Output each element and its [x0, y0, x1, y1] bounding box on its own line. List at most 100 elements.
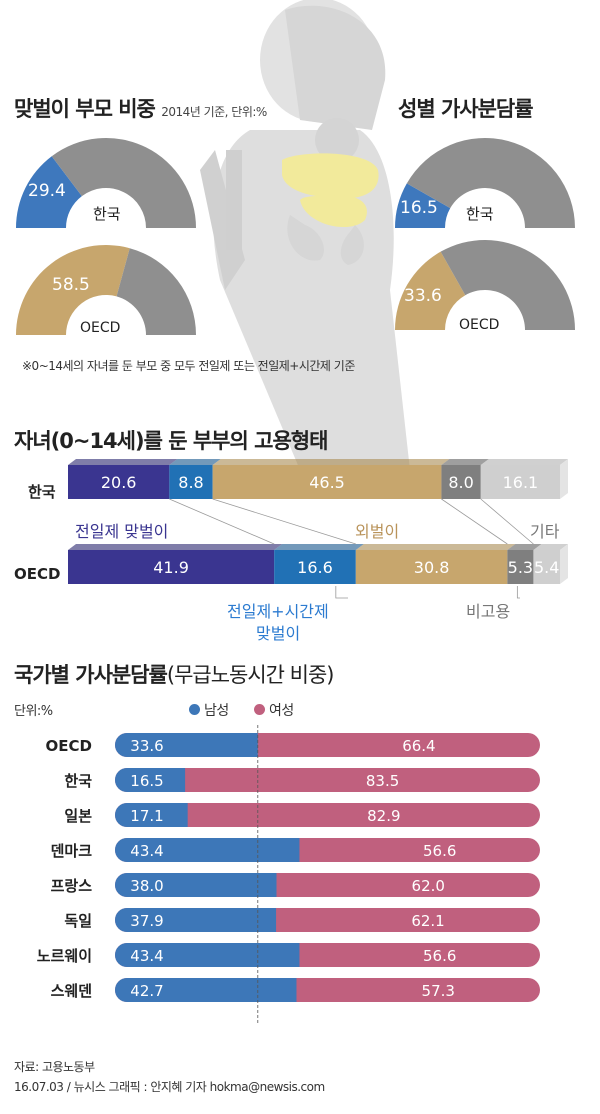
legend-single-earner: 외벌이: [355, 522, 400, 541]
gauge-dual-income-korea-rest-arc: [51, 138, 196, 228]
country-bar-1-male: [115, 768, 186, 792]
country-bar-2-male: [115, 803, 188, 827]
gauge-dual-income-oecd-value-arc: [16, 245, 130, 335]
row-label-oecd: OECD: [14, 565, 61, 583]
country-bar-6-male-value: 43.4: [130, 947, 163, 965]
section1-footnote: ※0~14세의 자녀를 둔 부모 중 모두 전일제 또는 전일제+시간제 기준: [22, 359, 355, 373]
parttime-pointer: [335, 586, 348, 599]
employment-bar-0-segment-2: [212, 465, 442, 499]
section1-title-text: 맞벌이 부모 비중: [14, 97, 156, 121]
country-bar-7-female-value: 57.3: [422, 982, 455, 1000]
country-bar-1-male-value: 16.5: [130, 772, 163, 790]
legend-other: 기타: [530, 522, 560, 541]
employment-bar-0-label-0: 20.6: [101, 473, 137, 492]
gauge-housework-korea-label: 한국: [466, 205, 494, 223]
employment-bar-0-segment-4-top: [480, 459, 568, 465]
country-bar-0-male-value: 33.6: [130, 737, 163, 755]
employment-bar-0-side: [560, 459, 568, 499]
legend-female-label: 여성: [269, 703, 294, 719]
legend-male-label: 남성: [204, 703, 229, 719]
country-bar-6-male: [115, 943, 300, 967]
employment-connector-1: [169, 498, 275, 545]
country-bar-5-male: [115, 908, 277, 932]
employment-bar-0-segment-4: [480, 465, 560, 499]
legend-female-dot: [254, 704, 265, 715]
country-bar-7-male-value: 42.7: [130, 982, 163, 1000]
employment-bar-1-segment-2: [355, 550, 508, 584]
gauge-housework-korea-value-arc: [395, 183, 451, 228]
country-bar-7-male: [115, 978, 297, 1002]
country-label-6: 노르웨이: [37, 947, 92, 965]
section4-unit: 단위:%: [14, 704, 53, 719]
employment-bar-1-side: [560, 544, 568, 584]
source-line1: 자료: 고용노동부: [14, 1060, 95, 1074]
employment-bar-1-label-4: 5.4: [534, 558, 559, 577]
country-label-5: 독일: [64, 912, 92, 930]
employment-bar-1-segment-4: [533, 550, 560, 584]
country-bar-3-male: [115, 838, 300, 862]
gauge-dual-income-korea-label: 한국: [93, 205, 121, 223]
legend-male-dot: [189, 704, 200, 715]
employment-bar-1-segment-1: [274, 550, 356, 584]
country-bar-3-female-value: 56.6: [423, 842, 456, 860]
country-label-4: 프랑스: [51, 877, 93, 895]
employment-connector-4: [480, 498, 534, 545]
employment-bar-0-segment-3-top: [441, 459, 489, 465]
country-bar-4-male-value: 38.0: [130, 877, 163, 895]
section2-title: 성별 가사분담률: [398, 97, 534, 121]
legend-unemployed: 비고용: [466, 602, 511, 621]
gauge-housework-oecd-value: 33.6: [404, 286, 442, 306]
gauge-dual-income-oecd-label: OECD: [80, 320, 121, 336]
employment-bar-0-segment-1: [169, 465, 213, 499]
gauge-housework-oecd-rest-arc: [440, 239, 575, 330]
source-line2: 16.07.03 / 뉴시스 그래픽 : 안지혜 기자 hokma@newsis…: [14, 1080, 325, 1094]
employment-stacked-bars: 20.6 8.8 46.5 8.0 16.1 41.9 16.6 30.8 5.3 5.4: [68, 459, 568, 599]
gauge-housework-korea-rest-arc: [406, 138, 575, 228]
country-bar-4-female-value: 62.0: [412, 877, 445, 895]
gauge-housework-korea-value: 16.5: [400, 198, 438, 218]
country-bar-3-male-value: 43.4: [130, 842, 163, 860]
country-bar-2-male-value: 17.1: [130, 807, 163, 825]
legend-fulltime-dual: 전일제 맞벌이: [75, 522, 169, 541]
employment-connector-2: [212, 498, 356, 545]
country-bar-5-male-value: 37.9: [130, 912, 163, 930]
country-label-2: 일본: [64, 807, 92, 825]
employment-bar-0-label-3: 8.0: [448, 473, 473, 492]
country-label-1: 한국: [64, 772, 92, 790]
employment-bar-0-segment-1-top: [169, 459, 221, 465]
employment-bar-1-segment-1-top: [274, 544, 364, 550]
employment-bar-0-segment-0-top: [68, 459, 178, 465]
baby-figure: [282, 118, 379, 265]
employment-bar-0-segment-0: [68, 465, 170, 499]
employment-bar-1-segment-2-top: [355, 544, 516, 550]
country-bar-2-female: [115, 803, 540, 827]
housework-share-by-country: OECD 33.6 66.4 한국 16.5 83.5 일본 17.1 82.9 덴마크 43.4 5…: [37, 725, 540, 1023]
employment-bar-0-segment-2-top: [212, 459, 450, 465]
mother-baby-illustration: [200, 0, 410, 470]
country-bar-0-male: [115, 733, 258, 757]
country-label-3: 덴마크: [51, 842, 93, 860]
unemployed-pointer: [516, 586, 520, 599]
employment-bar-0-label-2: 46.5: [309, 473, 345, 492]
employment-bar-1-segment-0: [68, 550, 275, 584]
country-bar-6-female-value: 56.6: [423, 947, 456, 965]
country-label-7: 스웨덴: [51, 982, 92, 1000]
employment-bar-0-label-4: 16.1: [503, 473, 539, 492]
country-bar-1-female-value: 83.5: [366, 772, 399, 790]
country-bar-4-male: [115, 873, 277, 897]
employment-bar-1-segment-3: [507, 550, 534, 584]
country-bar-0-female-value: 66.4: [402, 737, 435, 755]
employment-bar-0-label-1: 8.8: [178, 473, 203, 492]
section4-title: 국가별 가사분담률(무급노동시간 비중): [14, 659, 334, 689]
employment-bar-0-segment-3: [441, 465, 481, 499]
country-bar-1-female: [115, 768, 540, 792]
employment-bar-1-label-3: 5.3: [508, 558, 533, 577]
legend-parttime-line1: 전일제+시간제: [227, 602, 329, 621]
section3-title: 자녀(0~14세)를 둔 부부의 고용형태: [14, 429, 328, 453]
employment-bar-1-label-0: 41.9: [153, 558, 189, 577]
employment-connector-3: [441, 498, 508, 545]
country-bar-2-female-value: 82.9: [367, 807, 400, 825]
employment-bar-1-segment-0-top: [68, 544, 283, 550]
gauge-dual-income-oecd-value: 58.5: [52, 275, 90, 295]
employment-bar-1-label-1: 16.6: [297, 558, 333, 577]
